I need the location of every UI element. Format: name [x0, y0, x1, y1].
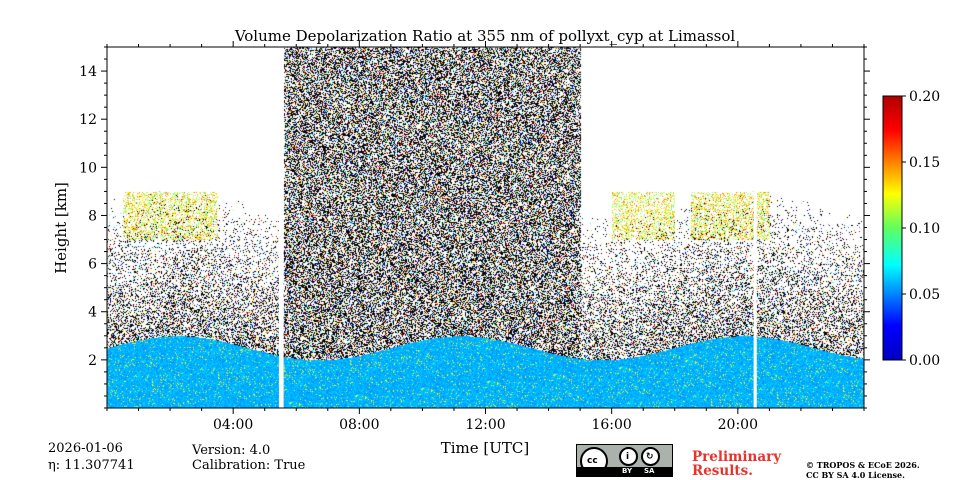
footer-eta: η: 11.307741	[48, 458, 135, 473]
cc-license-badge: cc i ↻ BY SA	[576, 444, 673, 477]
y-tick-label: 4	[88, 305, 97, 321]
y-tick-label: 6	[88, 257, 97, 273]
data-gap	[753, 47, 757, 408]
attribution-person-icon: i	[619, 447, 638, 466]
data-gaps	[278, 47, 757, 408]
x-tick-label: 08:00	[339, 417, 379, 433]
y-axis-label: Height [km]	[52, 182, 70, 274]
copyright-line1: © TROPOS & ECoE 2026.	[806, 460, 920, 470]
y-tick-label: 8	[88, 208, 97, 224]
colorbar-ticks: 0.00 0.05 0.10 0.15 0.20	[902, 89, 940, 369]
x-tick-label: 16:00	[591, 417, 631, 433]
y-axis: 2 4 6 8 10 12 14	[79, 46, 870, 409]
depolarization-heatmap	[107, 47, 864, 408]
colorbar-tick-label: 0.05	[909, 287, 940, 303]
colorbar-tick-label: 0.20	[909, 89, 940, 105]
footer-calibration: Calibration: True	[192, 458, 306, 473]
y-tick-label: 14	[79, 64, 97, 80]
colorbar-tick-label: 0.15	[909, 155, 940, 171]
chart-title: Volume Depolarization Ratio at 355 nm of…	[234, 27, 736, 45]
cc-by-label: BY	[622, 467, 633, 475]
x-axis: 04:00 08:00 12:00 16:00 20:00	[106, 41, 865, 433]
share-alike-icon: ↻	[641, 447, 660, 466]
x-axis-label: Time [UTC]	[441, 439, 530, 457]
x-tick-label: 12:00	[465, 417, 505, 433]
y-tick-label: 12	[79, 112, 97, 128]
cc-sa-label: SA	[644, 467, 655, 475]
colorbar-tick-label: 0.10	[909, 221, 940, 237]
data-gap	[278, 47, 284, 408]
footer-date: 2026-01-06	[48, 441, 123, 456]
y-tick-label: 2	[88, 353, 97, 369]
copyright-line2: CC BY SA 4.0 License.	[806, 470, 905, 480]
preliminary-label-line2: Results.	[692, 463, 753, 479]
footer-version: Version: 4.0	[192, 443, 271, 458]
colorbar	[882, 95, 903, 361]
y-tick-label: 10	[79, 160, 97, 176]
x-tick-label: 20:00	[718, 417, 758, 433]
colorbar-tick-label: 0.00	[909, 353, 940, 369]
cc-badge-bar: BY SA	[577, 467, 672, 476]
x-tick-label: 04:00	[213, 417, 253, 433]
preliminary-label-line1: Preliminary	[692, 449, 782, 465]
